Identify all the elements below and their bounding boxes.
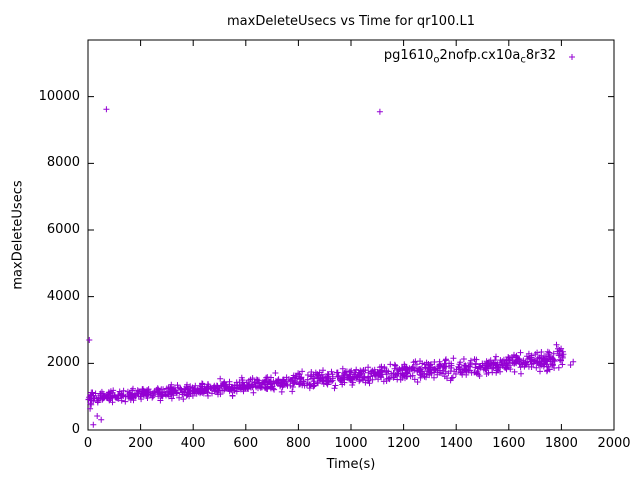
outlier-points <box>86 106 577 428</box>
x-tick-label: 1000 <box>334 436 368 451</box>
y-tick-label: 10000 <box>38 88 80 104</box>
legend-label-text: 2nofp.cx10a <box>439 48 521 63</box>
x-tick-label: 1800 <box>544 436 578 451</box>
y-tick-label: 6000 <box>46 222 80 237</box>
x-axis-label: Time(s) <box>326 457 376 472</box>
y-tick-label: 0 <box>71 422 80 437</box>
x-tick-label: 400 <box>180 436 206 451</box>
x-tick-label: 0 <box>83 436 93 451</box>
legend-label-subscript: c <box>520 54 526 66</box>
x-tick-label: 200 <box>128 436 153 451</box>
x-tick-label: 1400 <box>439 436 473 451</box>
x-tick-label: 1200 <box>387 436 421 451</box>
y-tick-label: 4000 <box>46 288 80 304</box>
x-tick-label: 600 <box>233 436 259 451</box>
legend-label-text: pg1610 <box>383 48 434 63</box>
x-tick-label: 2000 <box>597 436 631 451</box>
legend-entry: pg1610o2nofp.cx10ac8r32 <box>250 48 556 66</box>
y-tick-label: 2000 <box>46 355 80 371</box>
x-tick-label: 1600 <box>492 436 526 451</box>
chart-title: maxDeleteUsecs vs Time for qr100.L1 <box>227 14 475 29</box>
legend-label-subscript: o <box>433 54 440 66</box>
x-tick-label: 800 <box>285 436 311 451</box>
series-points <box>85 341 567 407</box>
legend-label-text: 8r32 <box>525 48 556 63</box>
axis-ticks <box>87 40 615 431</box>
legend-plus-marker-icon <box>569 54 575 60</box>
y-tick-label: 8000 <box>46 155 80 171</box>
